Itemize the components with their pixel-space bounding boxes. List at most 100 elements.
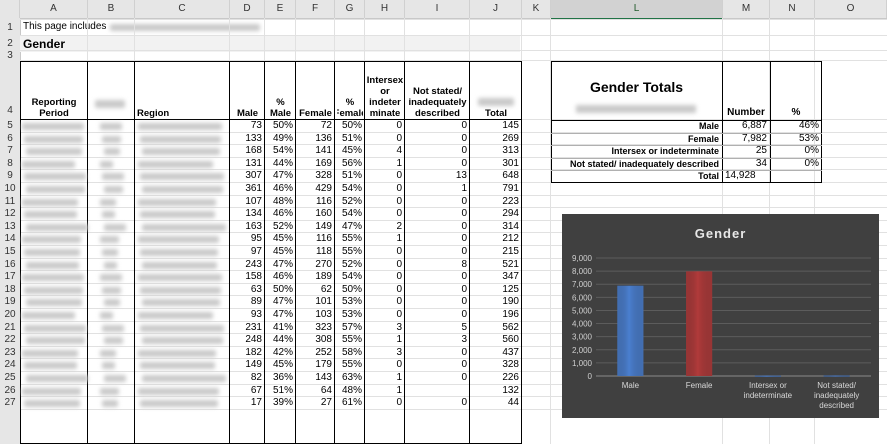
cell-ns[interactable]: 0 xyxy=(461,359,467,371)
cell-pf[interactable]: 55% xyxy=(341,359,362,371)
cell-female[interactable]: 149 xyxy=(315,220,332,232)
row-header-23[interactable]: 23 xyxy=(4,346,16,358)
cell-male[interactable]: 89 xyxy=(250,296,262,308)
cell-total[interactable]: 196 xyxy=(502,309,519,320)
cell-female[interactable]: 143 xyxy=(315,372,332,383)
cell-female[interactable]: 189 xyxy=(315,271,332,283)
cell-total[interactable]: 125 xyxy=(502,283,519,295)
column-header-o[interactable]: O xyxy=(815,0,887,18)
cell-pm[interactable]: 52% xyxy=(272,220,293,232)
row-header-7[interactable]: 7 xyxy=(7,145,13,157)
row-header-16[interactable]: 16 xyxy=(4,258,16,270)
row-header-1[interactable]: 1 xyxy=(7,22,13,33)
cell-ns[interactable]: 0 xyxy=(461,283,467,295)
cell-total[interactable]: 347 xyxy=(502,271,519,283)
row-header-24[interactable]: 24 xyxy=(4,359,16,371)
cell-inter[interactable]: 0 xyxy=(396,120,402,131)
cell-male[interactable]: 17 xyxy=(250,397,262,409)
cell-pm[interactable]: 41% xyxy=(272,321,293,333)
column-header-d[interactable]: D xyxy=(230,0,265,18)
cell-inter[interactable]: 4 xyxy=(396,145,402,157)
spreadsheet-grid[interactable]: This page includes Gender Reporting Peri… xyxy=(20,18,887,444)
row-header-11[interactable]: 11 xyxy=(4,195,16,207)
cell-ns[interactable]: 3 xyxy=(461,334,467,346)
cell-ns[interactable] xyxy=(405,385,470,398)
totals-number[interactable]: 34 xyxy=(755,157,767,169)
cell-total[interactable]: 521 xyxy=(502,258,519,270)
cell-pf[interactable]: 54% xyxy=(341,271,362,283)
cell-inter[interactable]: 0 xyxy=(396,359,402,371)
cell-pm[interactable]: 45% xyxy=(272,359,293,371)
cell-total[interactable]: 560 xyxy=(502,334,519,346)
cell-pf[interactable]: 55% xyxy=(341,246,362,257)
row-header-25[interactable]: 25 xyxy=(4,372,16,383)
cell-pm[interactable]: 48% xyxy=(272,195,293,207)
row-header-19[interactable]: 19 xyxy=(4,296,16,308)
cell-inter[interactable]: 0 xyxy=(396,271,402,283)
cell-inter[interactable]: 0 xyxy=(396,283,402,295)
cell-pm[interactable]: 47% xyxy=(272,170,293,182)
cell-pf[interactable]: 52% xyxy=(341,258,362,270)
cell-female[interactable]: 116 xyxy=(316,195,332,207)
cell-pf[interactable]: 45% xyxy=(341,145,362,157)
cell-pm[interactable]: 42% xyxy=(272,346,293,358)
column-header-a[interactable]: A xyxy=(20,0,88,18)
cell-inter[interactable]: 2 xyxy=(396,220,402,232)
row-header-22[interactable]: 22 xyxy=(4,334,16,346)
cell-female[interactable]: 179 xyxy=(315,359,332,371)
cell-male[interactable]: 67 xyxy=(250,384,262,396)
cell-inter[interactable]: 1 xyxy=(396,334,402,346)
cell-ns[interactable]: 0 xyxy=(461,220,467,232)
cell-ns[interactable]: 0 xyxy=(461,309,467,320)
cell-female[interactable]: 270 xyxy=(315,258,332,270)
cell-male[interactable]: 133 xyxy=(245,132,262,144)
cell-ns[interactable]: 0 xyxy=(461,195,467,207)
row-header-5[interactable]: 5 xyxy=(7,120,13,131)
cell-pm[interactable]: 54% xyxy=(272,145,293,157)
cell-pf[interactable]: 52% xyxy=(341,195,362,207)
cell-female[interactable]: 136 xyxy=(315,132,332,144)
cell-pm[interactable]: 39% xyxy=(272,397,293,409)
cell-male[interactable]: 107 xyxy=(245,195,262,207)
cell-pf[interactable]: 51% xyxy=(341,170,362,182)
cell-female[interactable]: 116 xyxy=(316,233,332,245)
cell-total[interactable]: 215 xyxy=(502,246,519,257)
row-header-13[interactable]: 13 xyxy=(4,220,16,232)
cell-pf[interactable]: 57% xyxy=(341,321,362,333)
cell-female[interactable]: 27 xyxy=(320,397,332,409)
cell-inter[interactable]: 0 xyxy=(396,170,402,182)
cell-ns[interactable]: 0 xyxy=(461,271,467,283)
cell-male[interactable]: 182 xyxy=(245,346,262,358)
cell-ns[interactable]: 0 xyxy=(461,145,467,157)
column-header-k[interactable]: K xyxy=(522,0,551,18)
row-header-21[interactable]: 21 xyxy=(4,321,16,333)
cell-ns[interactable]: 0 xyxy=(461,296,467,308)
totals-pct[interactable]: 0% xyxy=(804,157,819,169)
cell-inter[interactable]: 0 xyxy=(396,208,402,220)
cell-ns[interactable]: 0 xyxy=(461,397,467,409)
cell-total[interactable]: 269 xyxy=(502,132,519,144)
row-header-2[interactable]: 2 xyxy=(7,38,13,49)
row-header-8[interactable]: 8 xyxy=(7,157,13,169)
cell-male[interactable]: 134 xyxy=(245,208,262,220)
cell-pf[interactable]: 51% xyxy=(341,132,362,144)
cell-pm[interactable]: 46% xyxy=(272,183,293,194)
cell-female[interactable]: 103 xyxy=(315,309,332,320)
row-header-15[interactable]: 15 xyxy=(4,246,16,257)
cell-inter[interactable]: 0 xyxy=(396,246,402,257)
row-header-3[interactable]: 3 xyxy=(7,50,13,61)
cell-pm[interactable]: 46% xyxy=(272,271,293,283)
cell-total[interactable]: 294 xyxy=(502,208,519,220)
row-header-6[interactable]: 6 xyxy=(7,132,13,144)
cell-pm[interactable]: 44% xyxy=(272,334,293,346)
cell-female[interactable]: 101 xyxy=(315,296,332,308)
cell-total[interactable]: 791 xyxy=(502,183,519,194)
cell-male[interactable]: 158 xyxy=(245,271,262,283)
cell-pm[interactable]: 47% xyxy=(272,296,293,308)
column-header-b[interactable]: B xyxy=(88,0,135,18)
cell-pm[interactable]: 36% xyxy=(272,372,293,383)
cell-female[interactable]: 118 xyxy=(316,246,332,257)
cell-total[interactable]: 44 xyxy=(507,397,519,409)
cell-pf[interactable]: 50% xyxy=(341,283,362,295)
cell-inter[interactable]: 0 xyxy=(396,132,402,144)
